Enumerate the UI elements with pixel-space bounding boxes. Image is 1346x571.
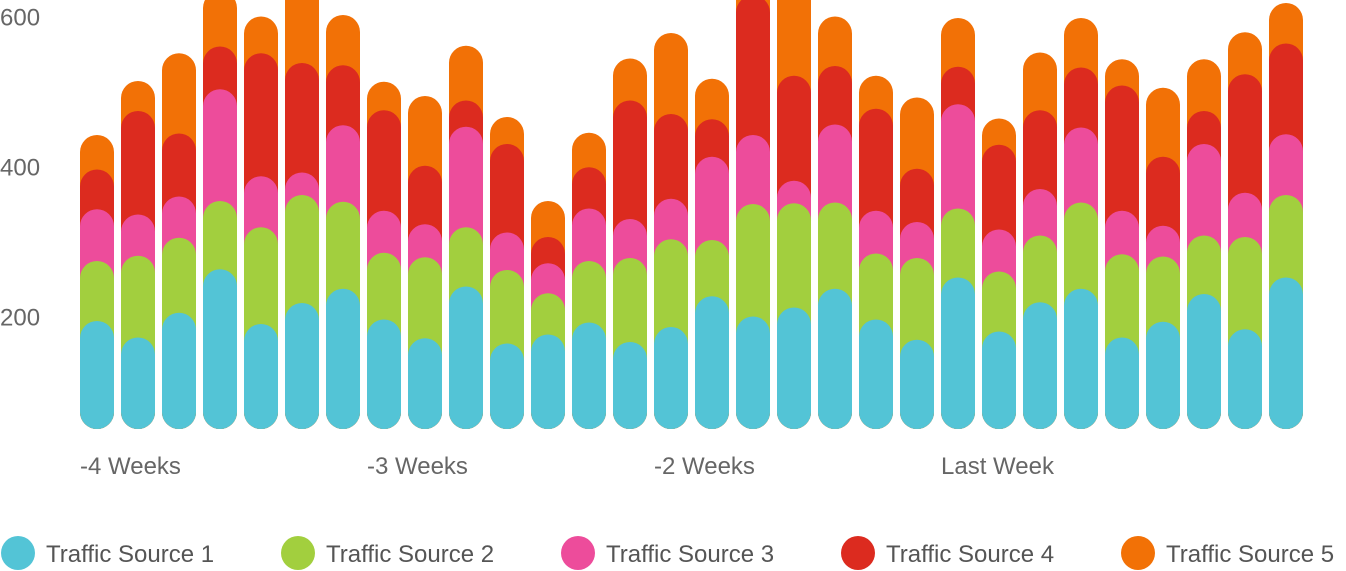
legend-swatch [561, 536, 595, 570]
legend-label: Traffic Source 4 [886, 541, 1054, 568]
legend-item: Traffic Source 3 [561, 536, 774, 570]
bar-segment [572, 322, 606, 429]
bar-segment [162, 312, 196, 429]
bar-segment [859, 319, 893, 429]
x-axis-ticks: -4 Weeks -3 Weeks -2 Weeks Last Week [80, 453, 1055, 480]
bar-segment [654, 327, 688, 429]
y-axis-ticks: 600 400 200 [0, 5, 40, 332]
legend-label: Traffic Source 2 [326, 541, 494, 568]
bar-segment [203, 269, 237, 429]
bar-segment [1228, 329, 1262, 429]
legend-label: Traffic Source 1 [46, 541, 214, 568]
bar-segment [818, 288, 852, 429]
bars-layer [80, 0, 1303, 429]
legend-item: Traffic Source 2 [281, 536, 494, 570]
bar-segment [1269, 277, 1303, 429]
x-tick-label: -2 Weeks [654, 453, 755, 480]
bar-segment [80, 321, 114, 429]
bar-segment [1105, 337, 1139, 429]
bar-segment [1187, 294, 1221, 429]
legend-label: Traffic Source 3 [606, 541, 774, 568]
legend-label: Traffic Source 5 [1166, 541, 1334, 568]
legend: Traffic Source 1 Traffic Source 2 Traffic … [1, 536, 1334, 570]
bar-segment [900, 339, 934, 429]
bar-segment [613, 342, 647, 429]
bar-segment [367, 319, 401, 429]
legend-swatch [841, 536, 875, 570]
x-tick-label: Last Week [941, 453, 1055, 480]
legend-swatch [281, 536, 315, 570]
y-tick-label: 200 [0, 305, 40, 332]
bar-segment [777, 307, 811, 429]
bar-segment [121, 337, 155, 429]
y-tick-label: 600 [0, 5, 40, 32]
bar-segment [1023, 302, 1057, 429]
y-tick-label: 400 [0, 155, 40, 182]
x-tick-label: -4 Weeks [80, 453, 181, 480]
bar-segment [531, 334, 565, 429]
x-tick-label: -3 Weeks [367, 453, 468, 480]
legend-item: Traffic Source 5 [1121, 536, 1334, 570]
bar-segment [285, 303, 319, 429]
bar-segment [244, 324, 278, 429]
bar-segment [982, 331, 1016, 429]
legend-swatch [1, 536, 35, 570]
legend-item: Traffic Source 4 [841, 536, 1054, 570]
bar-segment [449, 286, 483, 429]
bar-segment [408, 338, 442, 429]
bar-segment [326, 288, 360, 429]
bar-segment [1064, 288, 1098, 429]
bar-segment [941, 277, 975, 429]
legend-swatch [1121, 536, 1155, 570]
bar-segment [490, 343, 524, 429]
bar-segment [695, 296, 729, 429]
bar-segment [1146, 321, 1180, 429]
legend-item: Traffic Source 1 [1, 536, 214, 570]
bar-segment [736, 316, 770, 429]
